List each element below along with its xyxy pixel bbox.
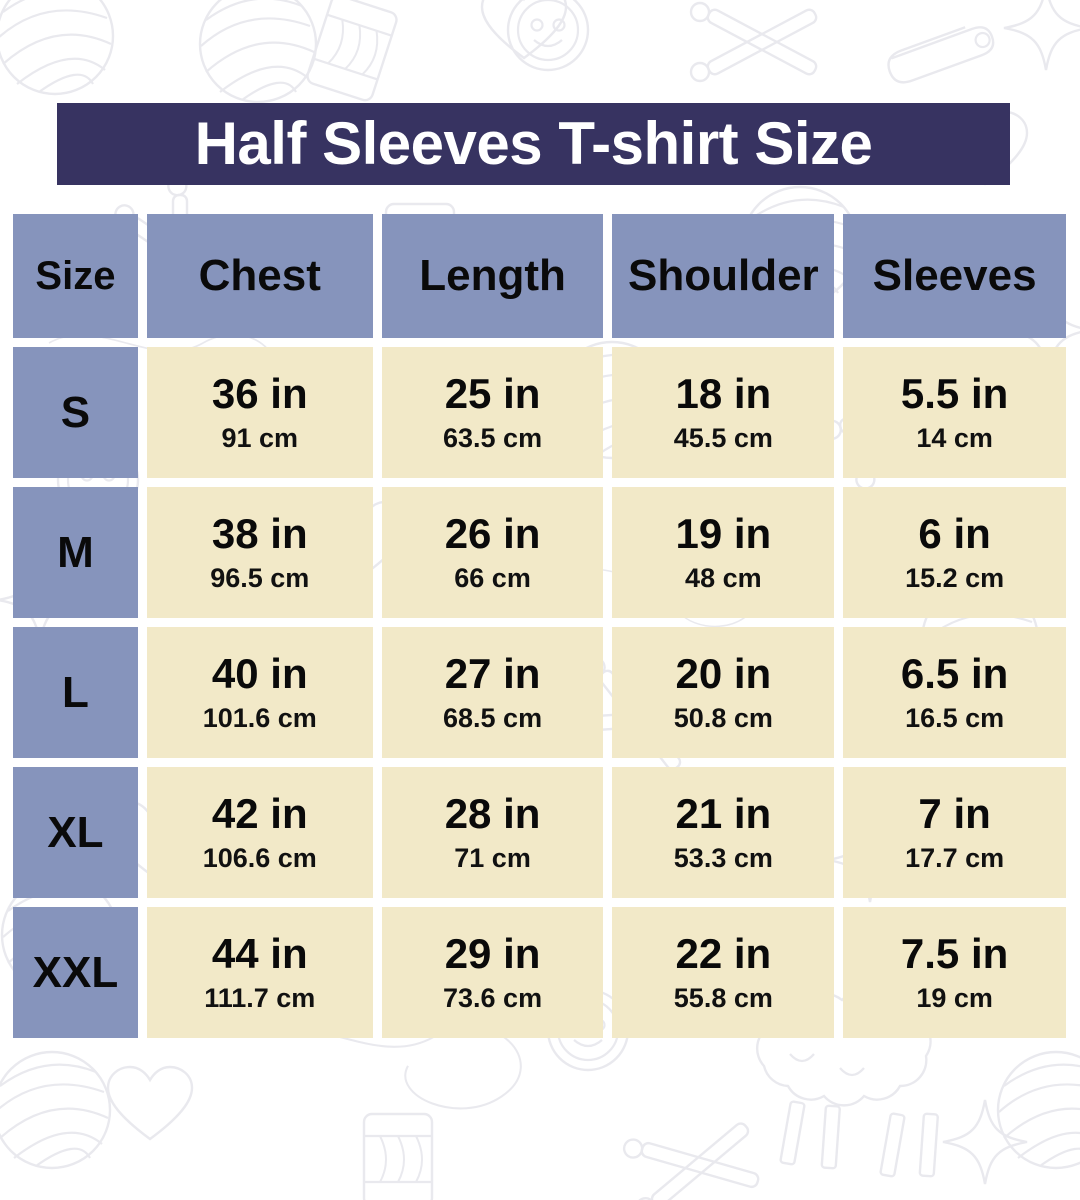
column-header-chest: Chest <box>146 214 373 338</box>
column-header-shoulder: Shoulder <box>612 214 835 338</box>
page-title: Half Sleeves T-shirt Size <box>194 110 873 177</box>
column-header-size: Size <box>13 214 138 338</box>
value-centimeters: 91 cm <box>221 423 299 453</box>
length-cell: 27 in 68.5 cm <box>381 627 604 758</box>
value-inches: 21 in <box>675 790 772 837</box>
value-inches: 5.5 in <box>900 370 1009 417</box>
size-cell: XL <box>13 767 138 898</box>
table-row: M 38 in 96.5 cm 26 in 66 cm 19 in 48 cm … <box>13 487 1066 618</box>
size-cell: S <box>13 347 138 478</box>
value-centimeters: 19 cm <box>916 983 993 1013</box>
chest-cell: 44 in 111.7 cm <box>146 907 373 1038</box>
value-centimeters: 106.6 cm <box>202 843 317 873</box>
column-header-label: Size <box>35 254 116 298</box>
length-cell: 29 in 73.6 cm <box>381 907 604 1038</box>
value-inches: 38 in <box>211 510 308 557</box>
value-centimeters: 50.8 cm <box>673 703 773 733</box>
value-centimeters: 53.3 cm <box>673 843 773 873</box>
value-inches: 18 in <box>675 370 772 417</box>
sleeves-cell: 7.5 in 19 cm <box>843 907 1066 1038</box>
value-centimeters: 71 cm <box>454 843 531 873</box>
length-cell: 26 in 66 cm <box>381 487 604 618</box>
column-header-label: Shoulder <box>627 251 819 300</box>
length-cell: 25 in 63.5 cm <box>381 347 604 478</box>
size-cell: XXL <box>13 907 138 1038</box>
value-centimeters: 14 cm <box>916 423 993 453</box>
size-label: S <box>60 387 91 437</box>
value-centimeters: 45.5 cm <box>673 423 773 453</box>
value-inches: 6 in <box>918 510 991 557</box>
table-row: L 40 in 101.6 cm 27 in 68.5 cm 20 in 50.… <box>13 627 1066 758</box>
shoulder-cell: 18 in 45.5 cm <box>612 347 835 478</box>
column-header-label: Chest <box>198 251 321 300</box>
column-header-label: Length <box>419 251 566 300</box>
shoulder-cell: 22 in 55.8 cm <box>612 907 835 1038</box>
value-centimeters: 96.5 cm <box>210 563 310 593</box>
value-inches: 36 in <box>211 370 308 417</box>
value-inches: 27 in <box>444 650 541 697</box>
table-header-row: Size Chest Length Shoulder Sleeves <box>13 214 1066 338</box>
value-centimeters: 111.7 cm <box>204 983 316 1013</box>
value-centimeters: 15.2 cm <box>905 563 1005 593</box>
column-header-sleeves: Sleeves <box>843 214 1066 338</box>
table-row: S 36 in 91 cm 25 in 63.5 cm 18 in 45.5 c… <box>13 347 1066 478</box>
sleeves-cell: 6.5 in 16.5 cm <box>843 627 1066 758</box>
value-inches: 44 in <box>211 930 308 977</box>
sleeves-cell: 7 in 17.7 cm <box>843 767 1066 898</box>
shoulder-cell: 20 in 50.8 cm <box>612 627 835 758</box>
value-inches: 6.5 in <box>900 650 1009 697</box>
chest-cell: 38 in 96.5 cm <box>146 487 373 618</box>
value-centimeters: 55.8 cm <box>673 983 773 1013</box>
shoulder-cell: 19 in 48 cm <box>612 487 835 618</box>
value-centimeters: 16.5 cm <box>905 703 1005 733</box>
size-label: XXL <box>32 947 119 997</box>
value-inches: 42 in <box>211 790 308 837</box>
value-centimeters: 48 cm <box>685 563 762 593</box>
value-centimeters: 68.5 cm <box>443 703 543 733</box>
size-label: L <box>61 667 89 717</box>
size-label: XL <box>47 807 104 857</box>
value-inches: 20 in <box>675 650 772 697</box>
value-inches: 7.5 in <box>900 930 1009 977</box>
value-centimeters: 101.6 cm <box>202 703 317 733</box>
value-inches: 28 in <box>444 790 541 837</box>
value-inches: 40 in <box>211 650 308 697</box>
size-label: M <box>57 527 94 577</box>
value-inches: 25 in <box>444 370 541 417</box>
page-title-bar: Half Sleeves T-shirt Size <box>57 103 1010 185</box>
value-inches: 29 in <box>444 930 541 977</box>
table-row: XXL 44 in 111.7 cm 29 in 73.6 cm 22 in 5… <box>13 907 1066 1038</box>
value-centimeters: 17.7 cm <box>905 843 1005 873</box>
value-inches: 19 in <box>675 510 772 557</box>
sleeves-cell: 5.5 in 14 cm <box>843 347 1066 478</box>
value-centimeters: 66 cm <box>454 563 531 593</box>
chest-cell: 36 in 91 cm <box>146 347 373 478</box>
size-chart-table: Size Chest Length Shoulder Sleeves S 36 … <box>13 214 1066 1047</box>
chest-cell: 42 in 106.6 cm <box>146 767 373 898</box>
chest-cell: 40 in 101.6 cm <box>146 627 373 758</box>
sleeves-cell: 6 in 15.2 cm <box>843 487 1066 618</box>
value-centimeters: 73.6 cm <box>443 983 543 1013</box>
value-inches: 26 in <box>444 510 541 557</box>
size-cell: L <box>13 627 138 758</box>
column-header-length: Length <box>381 214 604 338</box>
table-row: XL 42 in 106.6 cm 28 in 71 cm 21 in 53.3… <box>13 767 1066 898</box>
value-inches: 7 in <box>918 790 991 837</box>
size-cell: M <box>13 487 138 618</box>
length-cell: 28 in 71 cm <box>381 767 604 898</box>
column-header-label: Sleeves <box>872 251 1037 300</box>
shoulder-cell: 21 in 53.3 cm <box>612 767 835 898</box>
value-inches: 22 in <box>675 930 772 977</box>
value-centimeters: 63.5 cm <box>443 423 543 453</box>
